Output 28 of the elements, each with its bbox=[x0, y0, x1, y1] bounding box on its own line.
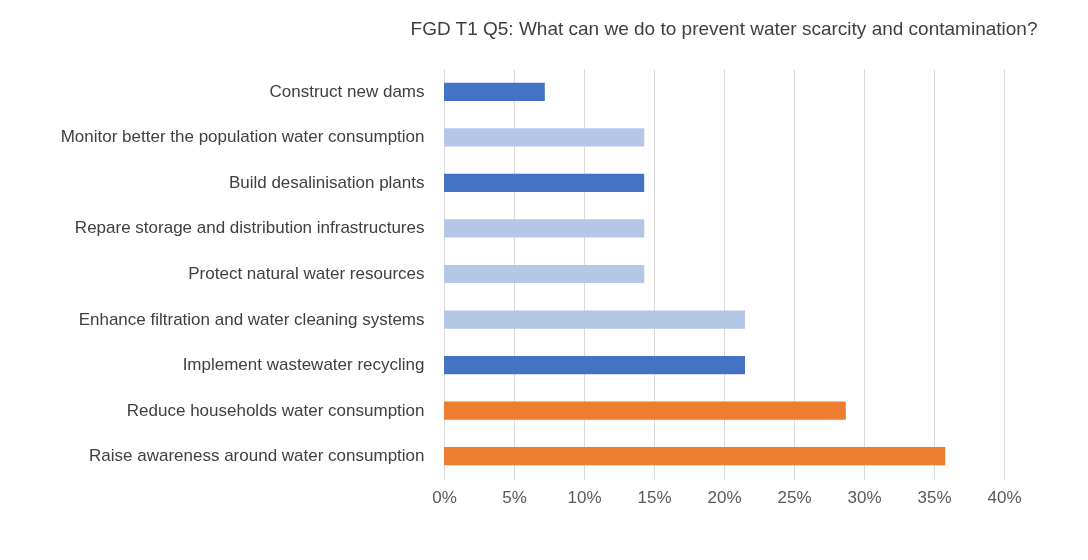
x-tick-label: 30% bbox=[847, 487, 882, 507]
chart-title: FGD T1 Q5: What can we do to prevent water scarcity and contamination? bbox=[410, 18, 1038, 39]
y-tick-label: Enhance filtration and water cleaning systems bbox=[78, 309, 425, 329]
bar bbox=[444, 447, 946, 466]
y-tick-label: Repare storage and distribution infrastructures bbox=[74, 218, 425, 238]
x-tick-label: 15% bbox=[637, 487, 672, 507]
y-tick-label: Raise awareness around water consumption bbox=[89, 446, 425, 466]
y-tick-label: Reduce households water consumption bbox=[126, 400, 425, 420]
x-tick-label: 10% bbox=[567, 487, 602, 507]
y-tick-label: Construct new dams bbox=[269, 81, 425, 101]
x-tick-label: 25% bbox=[777, 487, 812, 507]
bar bbox=[444, 401, 846, 420]
x-tick-label: 20% bbox=[707, 487, 742, 507]
bar bbox=[444, 219, 645, 238]
bar bbox=[444, 356, 745, 375]
bar bbox=[444, 82, 545, 101]
y-tick-label: Implement wastewater recycling bbox=[182, 355, 425, 375]
bar bbox=[444, 128, 645, 147]
bar bbox=[444, 173, 645, 192]
y-tick-label: Protect natural water resources bbox=[188, 264, 425, 283]
y-tick-label: Monitor better the population water consumption bbox=[60, 127, 425, 147]
x-tick-label: 35% bbox=[917, 487, 952, 507]
bar bbox=[444, 310, 745, 329]
x-tick-label: 5% bbox=[502, 487, 527, 507]
y-tick-label: Build desalinisation plants bbox=[228, 172, 425, 192]
x-tick-label: 0% bbox=[432, 487, 457, 507]
x-tick-label: 40% bbox=[987, 487, 1022, 507]
bar bbox=[444, 264, 645, 284]
